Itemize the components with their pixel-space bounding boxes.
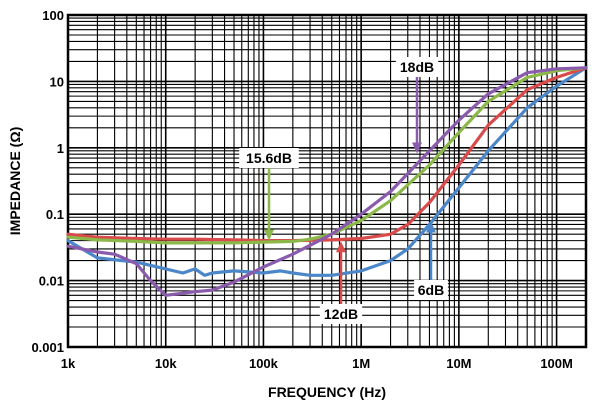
y-axis-title: IMPEDANCE (Ω) xyxy=(7,127,23,235)
tick-labels: 1k 10k 100k 1M 10M 100M 0.001 0.01 0.1 1 10 100 xyxy=(31,8,572,371)
annotation-15-6db: 15.6dB xyxy=(239,148,299,241)
annotation-arrow-head xyxy=(412,142,422,154)
annotation-6db: 6dB xyxy=(414,221,448,300)
x-tick-label: 1M xyxy=(352,356,370,371)
series-line-15-6db xyxy=(66,66,588,245)
series-lines xyxy=(66,66,588,297)
x-tick-label: 10k xyxy=(155,356,177,371)
grid xyxy=(67,15,587,348)
annotation-arrow-head xyxy=(426,221,436,233)
series-line-18db xyxy=(66,66,588,297)
annotation-label: 18dB xyxy=(400,59,434,75)
annotation-box xyxy=(239,148,299,168)
annotations: 18dB 15.6dB 12dB 6dB xyxy=(239,57,448,324)
x-tick-label: 100M xyxy=(540,356,573,371)
annotation-label: 6dB xyxy=(418,282,444,298)
annotation-12db: 12dB xyxy=(319,241,363,324)
series-line-6db xyxy=(66,66,588,277)
x-tick-label: 10M xyxy=(446,356,471,371)
series-line-12db xyxy=(66,66,588,243)
plot-frame xyxy=(66,13,588,349)
x-tick-label: 100k xyxy=(249,356,279,371)
annotation-label: 12dB xyxy=(324,306,358,322)
annotation-box xyxy=(414,280,448,300)
annotation-label: 15.6dB xyxy=(246,150,292,166)
y-tick-label: 100 xyxy=(42,8,64,23)
x-tick-label: 1k xyxy=(61,356,76,371)
annotation-box xyxy=(395,57,439,77)
annotation-arrow-head xyxy=(264,229,274,241)
y-tick-label: 10 xyxy=(50,74,64,89)
annotation-box xyxy=(319,304,363,324)
y-tick-label: 0.01 xyxy=(39,274,64,289)
y-tick-label: 1 xyxy=(57,141,64,156)
y-tick-label: 0.1 xyxy=(46,207,64,222)
y-tick-label: 0.001 xyxy=(31,340,64,355)
annotation-18db: 18dB xyxy=(395,57,439,154)
annotation-arrow-head xyxy=(336,241,346,253)
x-axis-title: FREQUENCY (Hz) xyxy=(268,384,386,400)
